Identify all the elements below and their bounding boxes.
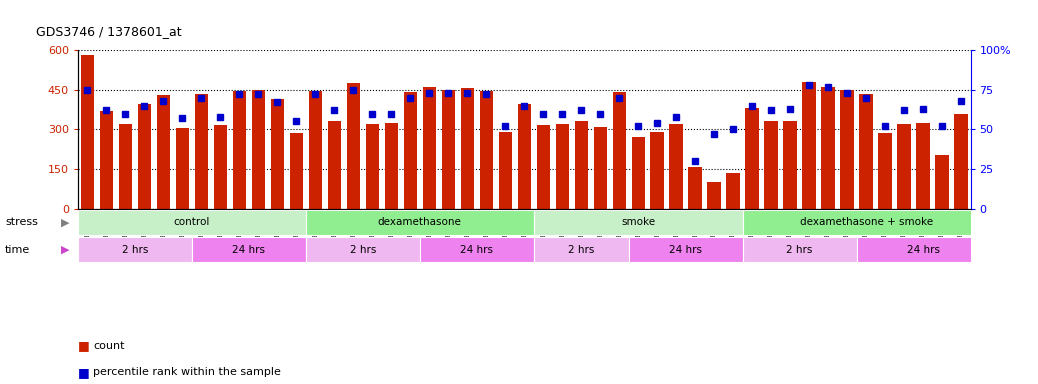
Bar bbox=[574, 121, 588, 209]
Bar bbox=[534, 210, 742, 235]
Bar bbox=[422, 87, 436, 209]
Bar bbox=[742, 210, 989, 235]
Bar bbox=[727, 173, 740, 209]
Bar bbox=[461, 88, 474, 209]
Bar bbox=[419, 237, 534, 263]
Bar bbox=[841, 90, 853, 209]
Bar bbox=[688, 167, 702, 209]
Text: 2 hrs: 2 hrs bbox=[121, 245, 148, 255]
Bar bbox=[534, 237, 629, 263]
Bar bbox=[192, 237, 306, 263]
Bar bbox=[78, 210, 306, 235]
Text: control: control bbox=[173, 217, 210, 227]
Text: ■: ■ bbox=[78, 339, 89, 352]
Bar bbox=[612, 92, 626, 209]
Text: 2 hrs: 2 hrs bbox=[350, 245, 376, 255]
Bar bbox=[898, 124, 910, 209]
Text: 24 hrs: 24 hrs bbox=[233, 245, 266, 255]
Bar bbox=[385, 123, 398, 209]
Bar bbox=[365, 124, 379, 209]
Text: GDS3746 / 1378601_at: GDS3746 / 1378601_at bbox=[36, 25, 182, 38]
Bar bbox=[859, 94, 873, 209]
Bar bbox=[251, 90, 265, 209]
Text: 2 hrs: 2 hrs bbox=[787, 245, 813, 255]
Bar bbox=[404, 92, 417, 209]
Bar bbox=[802, 82, 816, 209]
Text: 24 hrs: 24 hrs bbox=[460, 245, 493, 255]
Bar bbox=[518, 104, 530, 209]
Bar bbox=[821, 87, 835, 209]
Bar bbox=[742, 237, 856, 263]
Text: ▶: ▶ bbox=[61, 217, 70, 227]
Bar bbox=[306, 237, 419, 263]
Bar bbox=[651, 132, 663, 209]
Bar bbox=[498, 132, 512, 209]
Bar bbox=[138, 104, 151, 209]
Text: stress: stress bbox=[5, 217, 38, 227]
Bar bbox=[195, 94, 208, 209]
Bar bbox=[631, 137, 645, 209]
Bar bbox=[347, 83, 360, 209]
Bar bbox=[290, 133, 303, 209]
Bar bbox=[954, 114, 967, 209]
Bar bbox=[441, 90, 455, 209]
Text: smoke: smoke bbox=[621, 217, 655, 227]
Bar bbox=[157, 95, 170, 209]
Text: time: time bbox=[5, 245, 30, 255]
Bar bbox=[480, 91, 493, 209]
Bar bbox=[175, 128, 189, 209]
Bar bbox=[233, 91, 246, 209]
Text: dexamethasone + smoke: dexamethasone + smoke bbox=[799, 217, 932, 227]
Bar bbox=[555, 124, 569, 209]
Bar bbox=[81, 55, 94, 209]
Text: count: count bbox=[93, 341, 125, 351]
Bar bbox=[214, 126, 227, 209]
Bar bbox=[784, 121, 797, 209]
Bar bbox=[306, 210, 534, 235]
Text: ■: ■ bbox=[78, 366, 89, 379]
Bar bbox=[917, 123, 930, 209]
Text: 24 hrs: 24 hrs bbox=[670, 245, 702, 255]
Text: percentile rank within the sample: percentile rank within the sample bbox=[93, 367, 281, 377]
Text: 2 hrs: 2 hrs bbox=[568, 245, 595, 255]
Bar bbox=[594, 127, 607, 209]
Bar bbox=[308, 91, 322, 209]
Bar bbox=[670, 124, 683, 209]
Bar bbox=[118, 124, 132, 209]
Bar bbox=[100, 111, 113, 209]
Bar bbox=[878, 133, 892, 209]
Bar bbox=[78, 237, 192, 263]
Text: ▶: ▶ bbox=[61, 245, 70, 255]
Bar bbox=[745, 108, 759, 209]
Text: 24 hrs: 24 hrs bbox=[906, 245, 939, 255]
Bar bbox=[764, 121, 777, 209]
Bar bbox=[328, 121, 340, 209]
Bar bbox=[708, 182, 720, 209]
Text: dexamethasone: dexamethasone bbox=[378, 217, 462, 227]
Bar bbox=[537, 126, 550, 209]
Bar bbox=[271, 99, 284, 209]
Bar bbox=[629, 237, 742, 263]
Bar bbox=[856, 237, 989, 263]
Bar bbox=[935, 155, 949, 209]
